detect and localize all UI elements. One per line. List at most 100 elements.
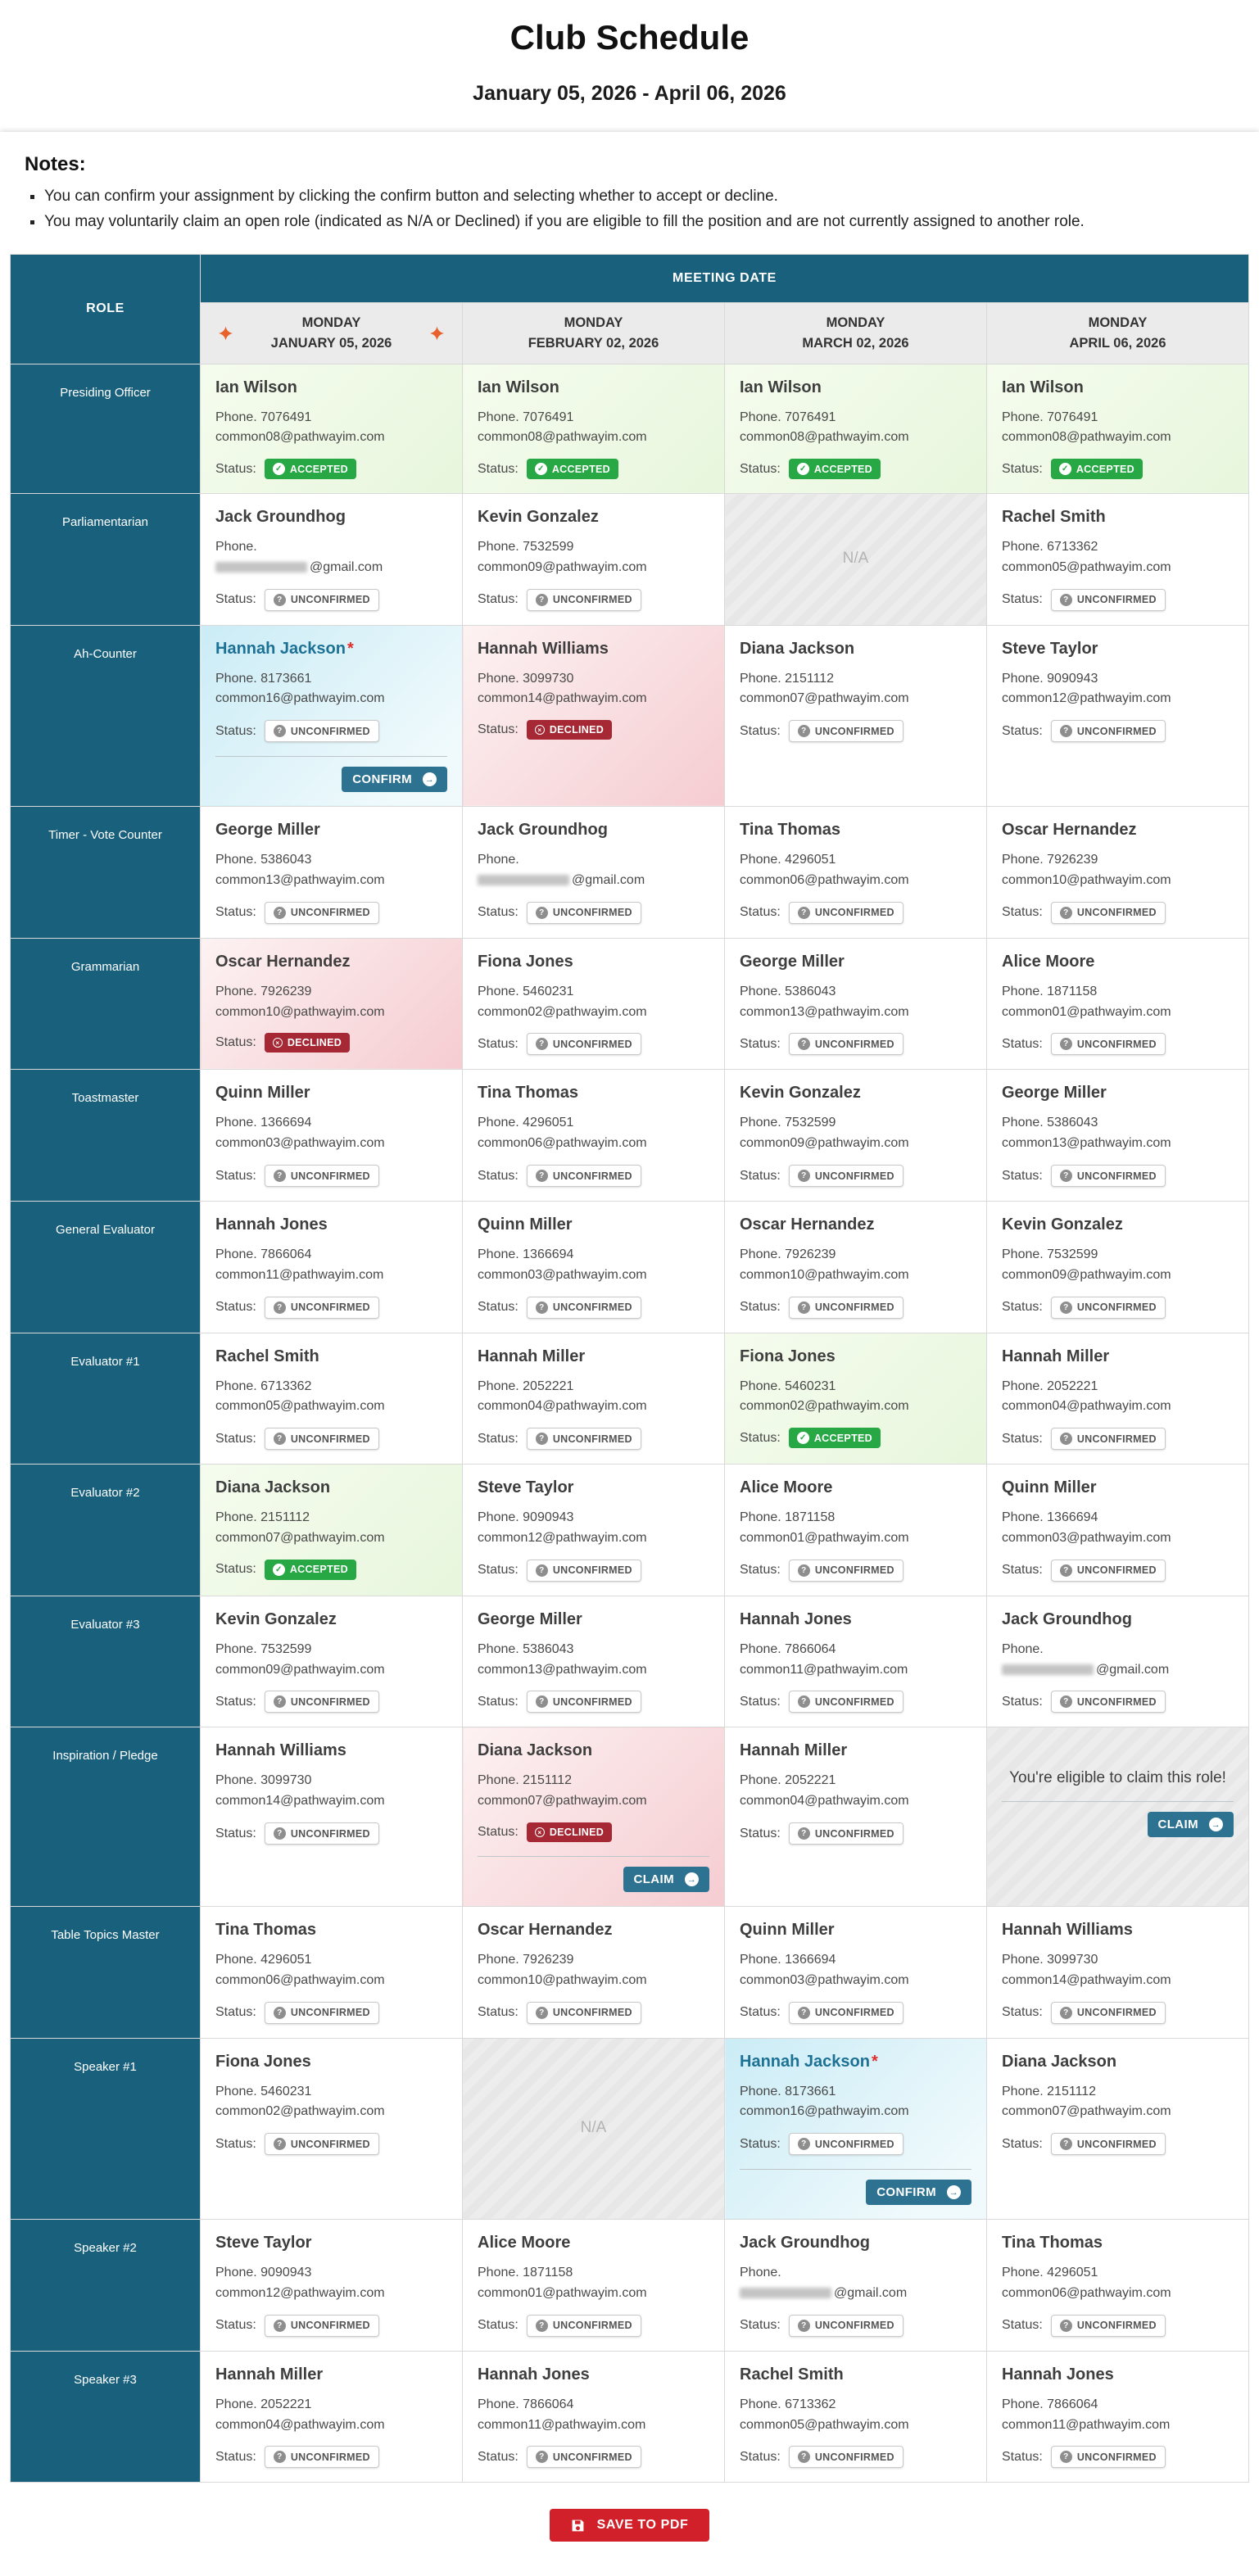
status-badge-unconfirmed: ? UNCONFIRMED (1050, 1165, 1166, 1188)
member-phone: Phone. 7532599 (740, 1116, 836, 1130)
status-badge-unconfirmed: ? UNCONFIRMED (1050, 2133, 1166, 2156)
role-label: Grammarian (10, 937, 201, 1071)
status-badge-label: UNCONFIRMED (290, 1827, 370, 1840)
member-name: Alice Moore (1002, 952, 1095, 971)
schedule-table: ROLE MEETING DATE MONDAY JANUARY 05, 2026… (10, 254, 1249, 2483)
question-circle-icon: ? (273, 593, 286, 606)
assignment-cell: Hannah Jones Phone. 7866064 common11@pathw… (724, 1595, 987, 1728)
member-name: Jack Groundhog (1002, 1609, 1132, 1628)
status-label: Status: (1002, 2318, 1043, 2333)
question-circle-icon: ? (273, 1695, 286, 1709)
member-phone: Phone. 9090943 (1002, 671, 1098, 686)
member-phone: Phone. 4296051 (1002, 2266, 1098, 2280)
status-badge-label: UNCONFIRMED (552, 2320, 632, 2332)
status-row: Status:? UNCONFIRMED (478, 2314, 709, 2337)
status-badge-label: UNCONFIRMED (814, 1827, 894, 1840)
status-label: Status: (740, 905, 781, 920)
member-phone: Phone. 2052221 (740, 1773, 836, 1788)
question-circle-icon: ? (273, 906, 286, 919)
role-label: Table Topics Master (10, 1906, 201, 2039)
member-name: Steve Taylor (478, 1478, 574, 1497)
member-email: common09@pathwayim.com (1002, 1267, 1171, 1282)
member-phone: Phone. 1871158 (740, 1510, 836, 1525)
member-name: Kevin Gonzalez (740, 1084, 861, 1102)
date-day: MONDAY (564, 315, 623, 330)
role-label: Toastmaster (10, 1069, 201, 1202)
status-badge-unconfirmed: ? UNCONFIRMED (526, 588, 641, 611)
member-name: Hannah Miller (215, 2365, 324, 2384)
check-circle-icon: ✓ (796, 463, 809, 476)
status-label: Status: (740, 461, 781, 476)
date-text: MONDAY APRIL 06, 2026 (1069, 313, 1166, 354)
status-label: Status: (478, 461, 519, 476)
assignment-cell: Hannah Williams Phone. 3099730 common14@pa… (462, 624, 725, 808)
redacted-email (215, 562, 307, 573)
question-circle-icon: ? (273, 1301, 286, 1314)
member-name: Diana Jackson (215, 1478, 331, 1497)
status-row: Status:? UNCONFIRMED (478, 1428, 709, 1451)
date-text: MONDAY FEBRUARY 02, 2026 (528, 313, 659, 354)
status-badge-label: UNCONFIRMED (1076, 2451, 1157, 2463)
status-badge-label: UNCONFIRMED (814, 2451, 894, 2463)
status-badge-unconfirmed: ? UNCONFIRMED (1050, 2446, 1166, 2469)
assignment-cell: Quinn Miller Phone. 1366694 common03@pathw… (200, 1069, 463, 1202)
status-badge-unconfirmed: ? UNCONFIRMED (1050, 2314, 1166, 2337)
member-name: Jack Groundhog (215, 508, 346, 527)
date-inner: MONDAY APRIL 06, 2026 (992, 313, 1243, 354)
member-name: Hannah Williams (215, 1741, 346, 1760)
save-to-pdf-button[interactable]: SAVE TO PDF (549, 2509, 710, 2542)
question-circle-icon: ? (1059, 1433, 1072, 1446)
arrow-circle-icon: → (947, 2185, 961, 2200)
status-badge-unconfirmed: ? UNCONFIRMED (526, 901, 641, 924)
member-phone: Phone. 5386043 (1002, 1116, 1098, 1130)
date-day: MONDAY (826, 315, 885, 330)
status-label: Status: (740, 2449, 781, 2464)
check-circle-icon: ✓ (534, 463, 547, 476)
status-badge-unconfirmed: ? UNCONFIRMED (264, 2314, 379, 2337)
assignment-cell: Hannah Williams Phone. 3099730 common14@pa… (200, 1727, 463, 1908)
assignment-cell: Hannah Jackson * Phone. 8173661 common16@pa… (724, 2037, 987, 2221)
claim-button[interactable]: CLAIM → (623, 1867, 709, 1893)
status-label: Status: (1002, 1300, 1043, 1315)
status-badge-unconfirmed: ? UNCONFIRMED (264, 1822, 379, 1845)
assignment-cell: Kevin Gonzalez Phone. 7532599 common09@pat… (462, 493, 725, 626)
status-badge-unconfirmed: ? UNCONFIRMED (264, 1165, 379, 1188)
member-phone: Phone. 6713362 (1002, 540, 1098, 555)
status-label: Status: (215, 1562, 256, 1577)
claim-button[interactable]: CLAIM → (1147, 1812, 1234, 1838)
status-row: Status:? UNCONFIRMED (215, 1165, 447, 1188)
status-row: Status: × DECLINED (478, 720, 709, 740)
status-badge-accepted: ✓ ACCEPTED (788, 459, 881, 480)
status-badge-label: DECLINED (549, 724, 605, 736)
confirm-button[interactable]: CONFIRM → (342, 767, 447, 793)
status-row: Status:? UNCONFIRMED (215, 1822, 447, 1845)
member-name: Fiona Jones (478, 952, 573, 971)
status-badge-unconfirmed: ? UNCONFIRMED (1050, 901, 1166, 924)
status-badge-label: UNCONFIRMED (552, 1564, 632, 1577)
member-name: Alice Moore (740, 1478, 833, 1497)
status-row: Status:? UNCONFIRMED (1002, 901, 1234, 924)
status-label: Status: (215, 2449, 256, 2464)
status-badge-label: UNCONFIRMED (814, 1170, 894, 1182)
question-circle-icon: ? (535, 1170, 548, 1183)
date-column-header: MONDAY MARCH 02, 2026 (724, 302, 987, 364)
status-row: Status:? UNCONFIRMED (740, 1033, 971, 1056)
save-icon (571, 2519, 585, 2533)
status-label: Status: (215, 723, 256, 738)
member-name: Tina Thomas (1002, 2234, 1103, 2252)
status-badge-label: UNCONFIRMED (290, 1695, 370, 1708)
status-badge-label: UNCONFIRMED (552, 2451, 632, 2463)
member-phone: Phone. 7532599 (478, 540, 574, 555)
member-phone: Phone. (1002, 1641, 1044, 1656)
status-row: Status: ✓ ACCEPTED (478, 459, 709, 480)
status-row: Status:? UNCONFIRMED (215, 1296, 447, 1319)
header-row-1: ROLE MEETING DATE (10, 254, 1249, 364)
status-badge-label: UNCONFIRMED (552, 1695, 632, 1708)
confirm-button[interactable]: CONFIRM → (866, 2180, 971, 2206)
member-phone: Phone. 2151112 (740, 671, 835, 686)
member-email: common08@pathwayim.com (478, 430, 647, 445)
status-row: Status:? UNCONFIRMED (1002, 720, 1234, 743)
status-label: Status: (215, 2318, 256, 2333)
status-badge-label: ACCEPTED (813, 1432, 872, 1444)
assignment-cell: Tina Thomas Phone. 4296051 common06@pathwa… (200, 1906, 463, 2039)
